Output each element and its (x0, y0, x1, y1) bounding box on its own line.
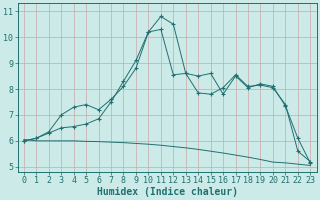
X-axis label: Humidex (Indice chaleur): Humidex (Indice chaleur) (97, 186, 237, 197)
